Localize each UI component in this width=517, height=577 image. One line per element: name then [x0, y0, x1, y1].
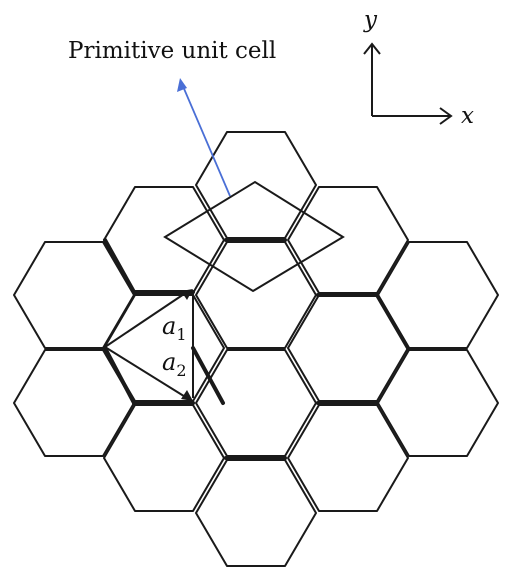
x-axis-label: x: [461, 103, 474, 129]
hexagon-row3-4: [377, 349, 499, 457]
hexagon-grid: [13, 131, 499, 567]
y-axis-arrowhead: [363, 42, 381, 55]
vector-a2-arrowhead: [181, 390, 193, 401]
vector-a2-line: [104, 346, 188, 399]
primitive-cell-label: Primitive unit cell: [68, 38, 276, 64]
hexagon-row2-3: [377, 241, 499, 349]
y-axis-label: y: [363, 7, 378, 33]
primitive-cell-rhombus: [163, 180, 345, 293]
bold-bond-0: [103, 238, 136, 294]
bold-bond-4: [375, 293, 410, 350]
bold-bond-5: [191, 346, 225, 405]
vector-a2-label: a2: [162, 348, 187, 380]
vector-a1-line: [104, 291, 188, 348]
vector-a1-label-subscript: 1: [176, 325, 186, 344]
lattice-vector-triangle: [104, 291, 194, 399]
vector-a2-label-base: a: [162, 348, 176, 376]
bold-bond-7: [103, 346, 136, 405]
vector-a2-label-subscript: 2: [176, 361, 186, 380]
vector-a1-label-base: a: [162, 312, 176, 340]
axes-indicator: [363, 42, 453, 125]
vector-a1-arrowhead: [181, 289, 193, 300]
x-axis-arrowhead: [439, 107, 453, 125]
cell-pointer-arrowhead: [177, 78, 187, 92]
cell-pointer-line: [181, 83, 231, 197]
vector-a1-label: a1: [162, 312, 187, 344]
